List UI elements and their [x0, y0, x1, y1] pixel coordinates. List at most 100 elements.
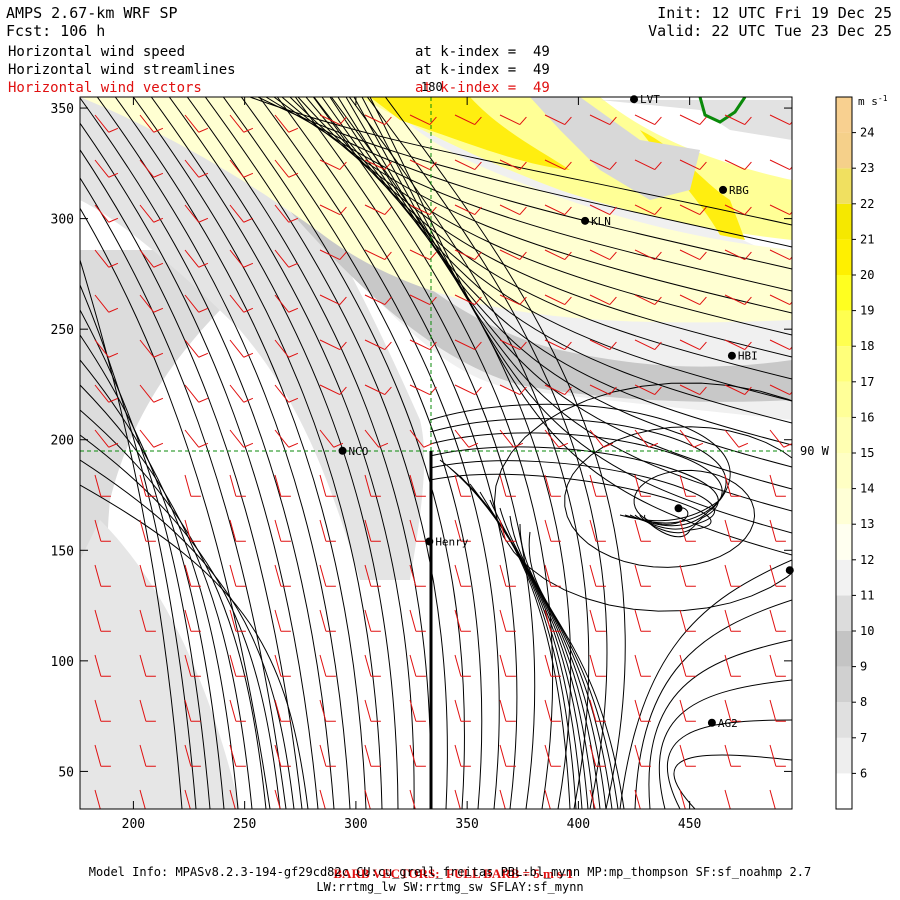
streamline [361, 97, 792, 534]
wind-barb [499, 249, 527, 261]
wind-barb [184, 249, 209, 268]
streamline [429, 460, 715, 534]
wind-barb [589, 474, 606, 497]
streamline [312, 97, 554, 809]
wind-barb [454, 789, 461, 809]
wind-barb [139, 699, 156, 722]
colorbar-swatch [836, 168, 852, 204]
wind-barb [679, 519, 696, 542]
wind-barb [634, 114, 662, 126]
station-dot [425, 537, 434, 546]
wind-barb [364, 429, 389, 448]
colorbar-swatch [836, 310, 852, 347]
wind-barb [139, 519, 156, 542]
wind-barb [589, 204, 617, 216]
streamline [509, 515, 613, 809]
graticule-lon-label: 180 [421, 80, 443, 94]
wind-barb [184, 339, 209, 358]
streamline [80, 177, 287, 809]
station-dot [630, 95, 639, 104]
wind-barb [769, 564, 786, 587]
wind-barb [724, 654, 741, 677]
wind-barb [454, 339, 482, 351]
colorbar-swatch [836, 559, 852, 596]
streamline [80, 207, 271, 809]
streamline [519, 523, 619, 809]
wind-barb [139, 339, 164, 358]
streamline [528, 531, 625, 809]
wind-barb [544, 519, 561, 542]
streamlines [80, 97, 792, 809]
wind-barb [544, 204, 572, 216]
wind-barb [634, 654, 651, 677]
wind-barb [409, 339, 437, 351]
wind-barb [589, 654, 606, 677]
wind-barb [544, 429, 569, 448]
wind-barb [454, 519, 471, 542]
wind-barb [274, 654, 291, 677]
wind-barb [229, 204, 254, 223]
wind-barb [229, 609, 246, 632]
wind-barb [229, 744, 246, 767]
wind-barb [724, 159, 752, 171]
colorbar-swatch [836, 666, 852, 703]
colorbar-label: 24 [860, 126, 874, 140]
colorbar-swatch [836, 595, 852, 631]
wind-barb [184, 699, 201, 722]
wind-barb [319, 699, 336, 722]
streamline [429, 473, 712, 538]
wind-barb [409, 654, 426, 677]
streamline [429, 446, 719, 530]
colorbar-swatch [836, 132, 852, 169]
field-level-streamlines: at k-index = 49 [415, 62, 550, 78]
wind-barb [364, 159, 392, 171]
wind-barb [364, 789, 371, 809]
wind-barb [679, 654, 696, 677]
x-tick-label: 400 [567, 817, 590, 832]
wind-barb [724, 339, 752, 351]
wind-barb [634, 519, 651, 542]
streamline [429, 432, 723, 527]
wind-barb [139, 204, 164, 223]
wind-barb [544, 384, 572, 396]
wind-barb [769, 249, 792, 261]
station-dot [727, 351, 736, 360]
station-label: KLN [591, 215, 611, 228]
streamline [222, 97, 465, 809]
wind-barb [724, 789, 731, 809]
barb-legend: BARB VECTORS: FULL BARB = 5 m s-1 [0, 850, 900, 882]
wind-barb [589, 564, 606, 587]
wind-barb [679, 474, 696, 497]
station-label: NCO [349, 445, 369, 458]
wind-barb [679, 114, 707, 126]
wind-barb [589, 249, 617, 261]
colorbar-swatch [836, 488, 852, 525]
streamline [658, 679, 792, 809]
wind-barb [139, 384, 164, 403]
wind-barb [229, 339, 254, 358]
wind-barb [229, 699, 246, 722]
wind-barb [769, 519, 786, 542]
streamline [289, 97, 792, 336]
colorbar-swatch [836, 631, 852, 667]
y-tick-label: 50 [58, 765, 74, 780]
x-tick-label: 450 [678, 817, 701, 832]
wind-barb [634, 699, 651, 722]
colorbar-swatch [836, 702, 852, 738]
wind-barb [184, 609, 201, 632]
wind-barb [454, 654, 471, 677]
wind-barb [769, 609, 786, 632]
wind-barb [544, 294, 572, 306]
streamline [667, 719, 792, 809]
wind-barb [184, 114, 209, 133]
wind-barb [679, 699, 696, 722]
wind-barb [229, 384, 254, 403]
wind-barb [94, 564, 111, 587]
wind-barb [454, 204, 482, 216]
colorbar-swatch [836, 524, 852, 560]
wind-barb [544, 699, 561, 722]
colorbar-unit: m s-1 [858, 94, 888, 109]
streamline [429, 418, 727, 524]
wind-barb [184, 744, 201, 767]
